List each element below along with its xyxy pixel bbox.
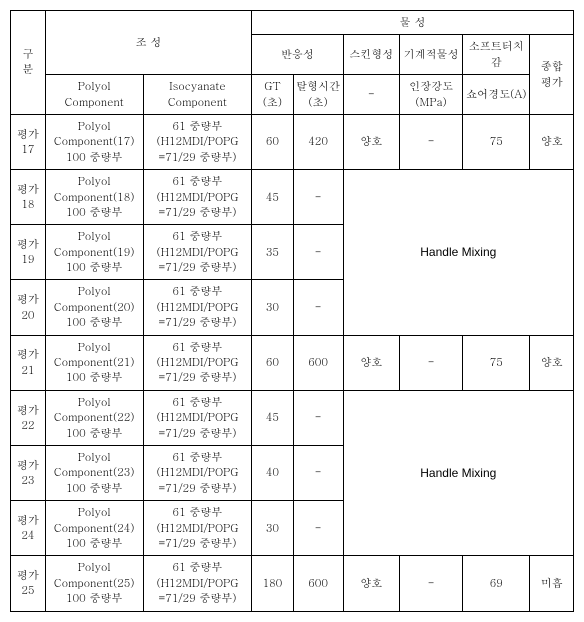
cell-overall: 양호: [530, 114, 574, 169]
hdr-composition: 조 성: [45, 11, 252, 75]
cell-demold: -: [293, 280, 343, 335]
cell-id: 평가23: [11, 445, 46, 500]
cell-demold: -: [293, 445, 343, 500]
hdr-tensile: 인장강도(MPa): [400, 75, 463, 115]
cell-gt: 40: [252, 445, 293, 500]
cell-iso: 61 중량부(H12MDI/POPG=71/29 중량부): [143, 390, 252, 445]
cell-demold: 420: [293, 114, 343, 169]
cell-poly: PolyolComponent(18)100 중량부: [45, 170, 143, 225]
hdr-shore: 쇼어경도(A): [463, 75, 530, 115]
hdr-demold: 탈형시간(초): [293, 75, 343, 115]
cell-skin: 양호: [343, 556, 400, 611]
hdr-mech: 기계적물성: [400, 35, 463, 75]
table-row: 평가25 PolyolComponent(25)100 중량부 61 중량부(H…: [11, 556, 574, 611]
cell-id: 평가21: [11, 335, 46, 390]
cell-overall: 양호: [530, 335, 574, 390]
evaluation-table: 구분 조 성 물 성 반응성 스킨형성 기계적물성 소프트터치감 종합평가 Po…: [10, 10, 574, 612]
cell-handle-mixing: Handle Mixing: [343, 390, 573, 556]
hdr-skin-dash: -: [343, 75, 400, 115]
cell-poly: PolyolComponent(21)100 중량부: [45, 335, 143, 390]
cell-poly: PolyolComponent(17)100 중량부: [45, 114, 143, 169]
cell-gt: 60: [252, 114, 293, 169]
hdr-property: 물 성: [252, 11, 574, 35]
hdr-iso: IsocyanateComponent: [143, 75, 252, 115]
cell-shore: 75: [463, 335, 530, 390]
cell-gt: 60: [252, 335, 293, 390]
hdr-skin: 스킨형성: [343, 35, 400, 75]
cell-skin: 양호: [343, 335, 400, 390]
cell-ten: -: [400, 556, 463, 611]
cell-demold: -: [293, 170, 343, 225]
hdr-polyol: PolyolComponent: [45, 75, 143, 115]
cell-poly: PolyolComponent(23)100 중량부: [45, 445, 143, 500]
cell-ten: -: [400, 335, 463, 390]
cell-gt: 180: [252, 556, 293, 611]
cell-iso: 61 중량부(H12MDI/POPG=71/29 중량부): [143, 170, 252, 225]
cell-demold: 600: [293, 556, 343, 611]
table-row: 평가21 PolyolComponent(21)100 중량부 61 중량부(H…: [11, 335, 574, 390]
cell-skin: 양호: [343, 114, 400, 169]
table-row: 평가18 PolyolComponent(18)100 중량부 61 중량부(H…: [11, 170, 574, 225]
cell-ten: -: [400, 114, 463, 169]
cell-handle-mixing: Handle Mixing: [343, 170, 573, 336]
cell-id: 평가24: [11, 501, 46, 556]
hdr-reactivity: 반응성: [252, 35, 343, 75]
cell-id: 평가22: [11, 390, 46, 445]
cell-gt: 30: [252, 501, 293, 556]
cell-demold: -: [293, 390, 343, 445]
cell-id: 평가17: [11, 114, 46, 169]
cell-overall: 미흡: [530, 556, 574, 611]
hdr-soft: 소프트터치감: [463, 35, 530, 75]
hdr-rowlabel: 구분: [11, 11, 46, 115]
table-row: 평가22 PolyolComponent(22)100 중량부 61 중량부(H…: [11, 390, 574, 445]
cell-iso: 61 중량부(H12MDI/POPG=71/29 중량부): [143, 225, 252, 280]
cell-iso: 61 중량부(H12MDI/POPG=71/29 중량부): [143, 556, 252, 611]
cell-poly: PolyolComponent(25)100 중량부: [45, 556, 143, 611]
cell-id: 평가18: [11, 170, 46, 225]
cell-shore: 75: [463, 114, 530, 169]
cell-iso: 61 중량부(H12MDI/POPG=71/29 중량부): [143, 445, 252, 500]
cell-id: 평가19: [11, 225, 46, 280]
cell-poly: PolyolComponent(19)100 중량부: [45, 225, 143, 280]
cell-iso: 61 중량부(H12MDI/POPG=71/29 중량부): [143, 501, 252, 556]
hdr-overall: 종합평가: [530, 35, 574, 115]
cell-poly: PolyolComponent(24)100 중량부: [45, 501, 143, 556]
cell-iso: 61 중량부(H12MDI/POPG=71/29 중량부): [143, 114, 252, 169]
cell-demold: -: [293, 225, 343, 280]
cell-id: 평가25: [11, 556, 46, 611]
cell-gt: 35: [252, 225, 293, 280]
cell-poly: PolyolComponent(22)100 중량부: [45, 390, 143, 445]
cell-demold: 600: [293, 335, 343, 390]
cell-gt: 30: [252, 280, 293, 335]
cell-demold: -: [293, 501, 343, 556]
cell-gt: 45: [252, 170, 293, 225]
cell-gt: 45: [252, 390, 293, 445]
cell-poly: PolyolComponent(20)100 중량부: [45, 280, 143, 335]
cell-id: 평가20: [11, 280, 46, 335]
cell-iso: 61 중량부(H12MDI/POPG=71/29 중량부): [143, 280, 252, 335]
table-row: 평가17 PolyolComponent(17)100 중량부 61 중량부(H…: [11, 114, 574, 169]
cell-shore: 69: [463, 556, 530, 611]
cell-iso: 61 중량부(H12MDI/POPG=71/29 중량부): [143, 335, 252, 390]
hdr-gt: GT(초): [252, 75, 293, 115]
